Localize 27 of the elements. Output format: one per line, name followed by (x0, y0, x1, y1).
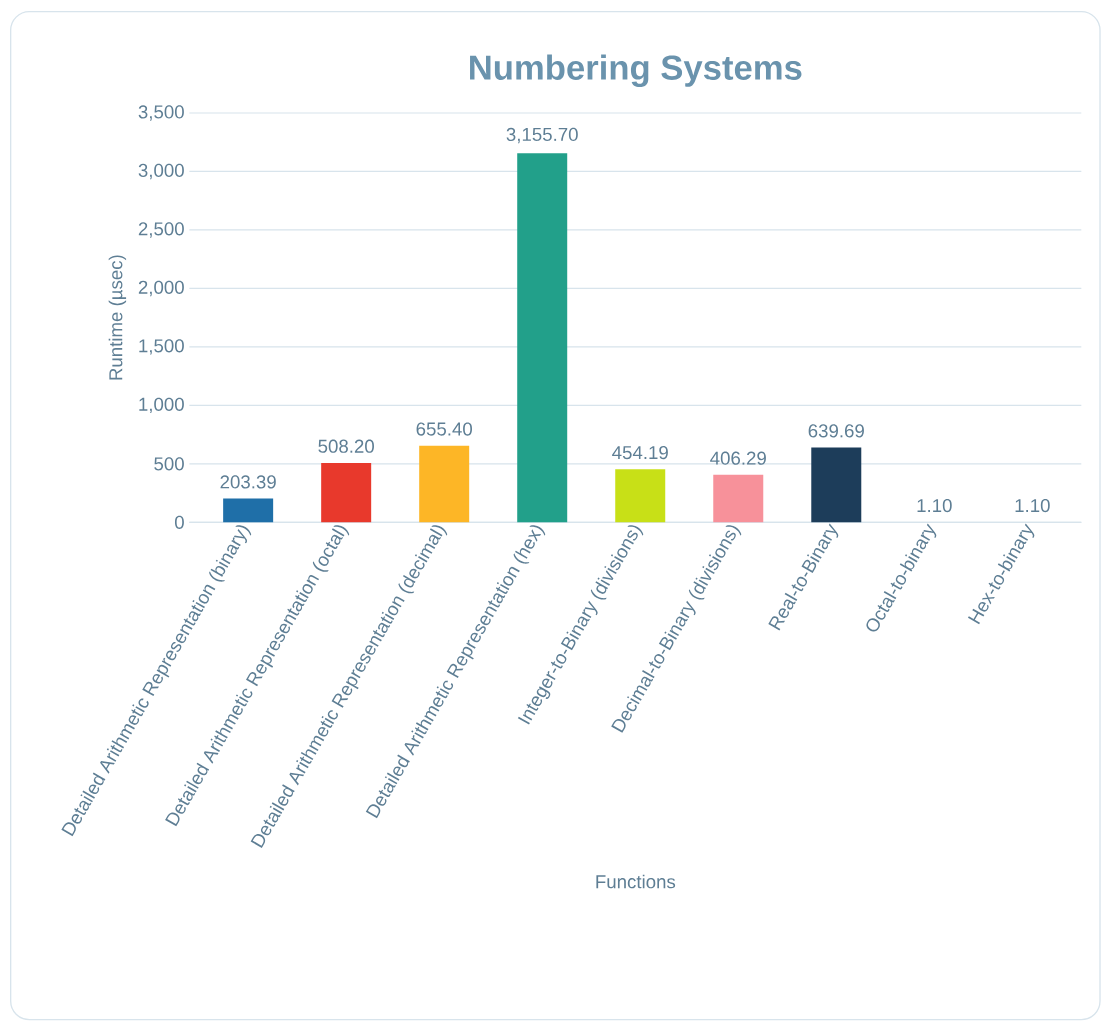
y-axis-title: Runtime (µsec) (108, 255, 127, 380)
data-label: 639.69 (808, 424, 864, 438)
bar (223, 498, 274, 523)
y-tick-label: 0 (174, 515, 184, 529)
y-tick-label: 1,500 (139, 339, 184, 355)
bar (811, 447, 862, 523)
y-tick-label: 500 (154, 457, 184, 471)
bar (713, 474, 764, 523)
y-tick-label: 1,000 (139, 397, 184, 414)
data-label: 406.29 (710, 451, 766, 465)
y-tick-label: 2,000 (138, 280, 184, 297)
x-axis-title: Functions (596, 874, 676, 889)
data-label: 655.40 (416, 422, 473, 436)
data-label: 203.39 (220, 475, 276, 489)
data-label: 1.10 (1015, 498, 1050, 513)
data-label: 3,155.70 (506, 127, 578, 144)
y-tick-label: 3,500 (138, 105, 184, 121)
chart-title: Numbering Systems (470, 54, 802, 87)
bar (321, 462, 372, 523)
bar (517, 153, 568, 523)
bar (419, 445, 470, 523)
data-label: 508.20 (318, 439, 374, 453)
bar (615, 469, 666, 523)
y-tick-label: 2,500 (138, 222, 184, 238)
data-label: 1.10 (917, 498, 952, 513)
y-tick-label: 3,000 (138, 163, 184, 180)
data-label: 454.19 (612, 445, 668, 460)
